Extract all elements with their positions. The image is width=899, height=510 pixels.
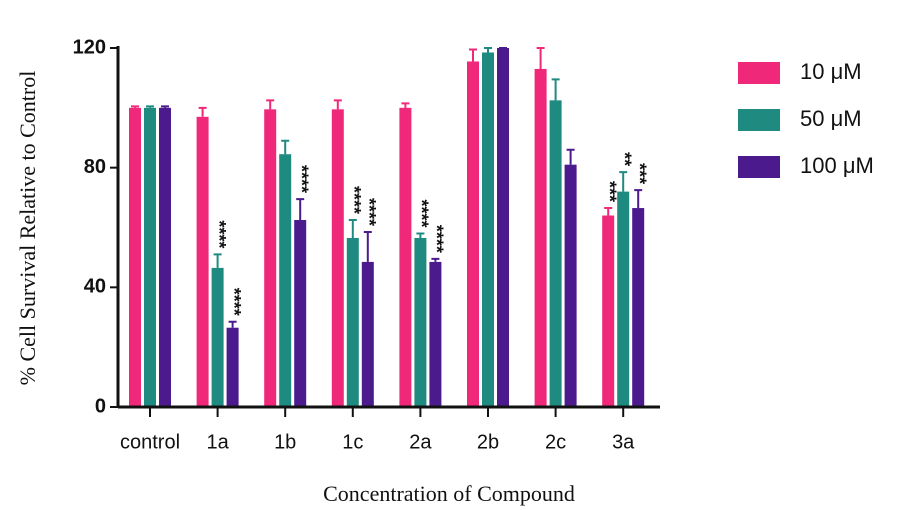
x-tick-label: 3a xyxy=(612,431,635,453)
significance-label: **** xyxy=(224,288,244,316)
bar xyxy=(534,68,547,408)
significance-label: **** xyxy=(344,186,364,214)
error-bar xyxy=(213,253,222,268)
x-tick-label: 1a xyxy=(206,431,229,453)
error-bar xyxy=(348,219,357,238)
error-bar xyxy=(604,207,613,216)
bar xyxy=(632,208,645,407)
bar xyxy=(497,48,509,407)
error-bar xyxy=(146,105,154,108)
significance-label: *** xyxy=(629,163,649,184)
error-bar xyxy=(333,99,342,110)
error-bar xyxy=(198,106,207,117)
bar xyxy=(399,107,412,407)
significance-label: *** xyxy=(599,181,619,202)
error-bar xyxy=(619,171,628,192)
significance-label: **** xyxy=(427,225,447,253)
x-tick-label: control xyxy=(120,431,180,453)
error-bar xyxy=(484,47,492,53)
bar xyxy=(361,261,374,407)
x-tick-label: 1b xyxy=(274,431,296,453)
error-bar xyxy=(634,189,643,209)
x-tick-label: 2a xyxy=(409,431,432,453)
error-bar xyxy=(401,102,410,108)
bar xyxy=(196,116,209,407)
bar xyxy=(346,237,359,407)
bar xyxy=(414,237,427,407)
error-bar xyxy=(281,139,290,155)
bar xyxy=(549,100,562,408)
significance-label: **** xyxy=(291,165,311,193)
error-bar xyxy=(228,320,237,328)
legend-label: 100 μM xyxy=(800,153,874,178)
significance-label: **** xyxy=(209,220,229,248)
significance-label: **** xyxy=(359,198,379,226)
y-tick-label: 120 xyxy=(73,36,106,58)
legend-swatch xyxy=(738,109,780,131)
y-tick-label: 0 xyxy=(95,395,106,417)
error-bar xyxy=(566,148,575,165)
y-tick-label: 40 xyxy=(84,276,106,298)
error-bar xyxy=(131,105,139,108)
y-tick-label: 80 xyxy=(84,156,106,178)
x-tick-label: 1c xyxy=(342,431,363,453)
legend-label: 10 μM xyxy=(800,59,862,84)
bar xyxy=(294,220,307,407)
bar xyxy=(279,154,292,407)
bar xyxy=(602,215,615,407)
x-tick-label: 2b xyxy=(477,431,499,453)
bar xyxy=(429,261,442,407)
error-bar xyxy=(266,99,275,110)
bar xyxy=(144,107,156,407)
bar xyxy=(129,107,141,407)
error-bar xyxy=(551,78,560,101)
bar xyxy=(331,109,344,408)
error-bar xyxy=(469,48,477,62)
error-bar xyxy=(431,257,440,262)
error-bar xyxy=(161,105,169,108)
bar xyxy=(564,164,577,407)
error-bar xyxy=(296,198,305,221)
error-bar xyxy=(536,47,545,69)
bar xyxy=(211,267,224,407)
legend-swatch xyxy=(738,62,780,84)
significance-label: **** xyxy=(412,199,432,227)
y-axis-title: % Cell Survival Relative to Control xyxy=(15,71,40,386)
bar xyxy=(482,52,494,408)
significance-label: ** xyxy=(614,152,634,166)
bar xyxy=(264,109,277,408)
legend-label: 50 μM xyxy=(800,106,862,131)
error-bar xyxy=(416,232,425,238)
legend-swatch xyxy=(738,156,780,178)
x-tick-label: 2c xyxy=(545,431,566,453)
bar xyxy=(226,327,239,407)
bar xyxy=(159,107,171,407)
error-bar xyxy=(363,230,372,262)
bar xyxy=(617,191,630,407)
x-axis-title: Concentration of Compound xyxy=(323,481,575,506)
bar xyxy=(467,61,479,408)
